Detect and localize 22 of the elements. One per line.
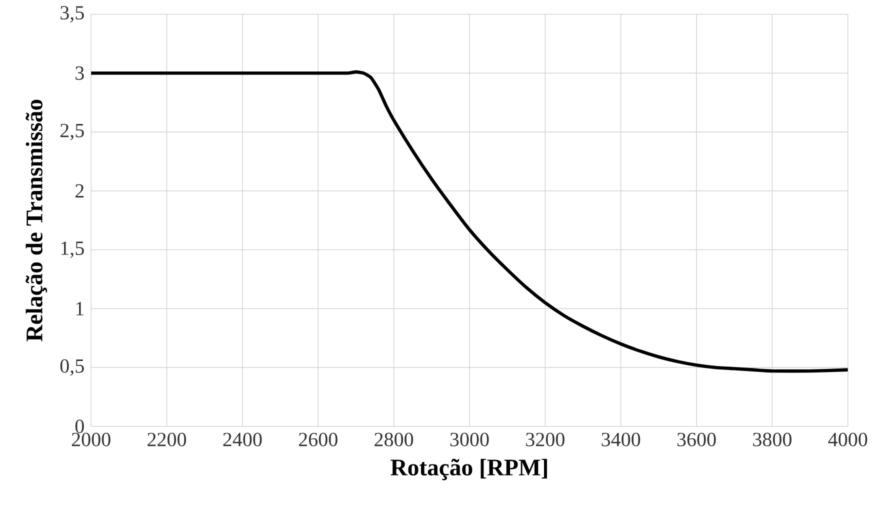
x-tick-label: 2400 [223, 432, 262, 446]
x-axis-title: Rotação [RPM] [390, 458, 547, 480]
x-tick-label: 2600 [298, 432, 338, 446]
line-series [91, 70, 848, 373]
y-tick-label: 1,5 [61, 242, 84, 258]
x-tick-label: 3000 [450, 432, 489, 446]
x-tick-label: 3600 [677, 432, 716, 446]
y-axis-title: Relação de Transmissão [26, 100, 48, 342]
y-tick-label: 3 [76, 66, 84, 80]
x-tick-label: 3400 [602, 432, 640, 446]
x-tick-label: 2000 [72, 432, 110, 446]
y-tick-label: 2 [76, 184, 84, 198]
y-tick-label: 0,5 [60, 359, 84, 376]
y-tick-label: 1 [76, 302, 84, 316]
x-tick-label: 3800 [753, 432, 792, 446]
y-tick-label: 0 [75, 420, 84, 434]
y-tick-label: 3,5 [60, 6, 84, 22]
y-tick-label: 2,5 [60, 124, 84, 140]
x-tick-label: 2800 [374, 432, 414, 446]
x-tick-label: 3200 [526, 432, 564, 446]
x-tick-label: 2200 [148, 432, 186, 446]
x-tick-label: 4000 [828, 432, 868, 446]
